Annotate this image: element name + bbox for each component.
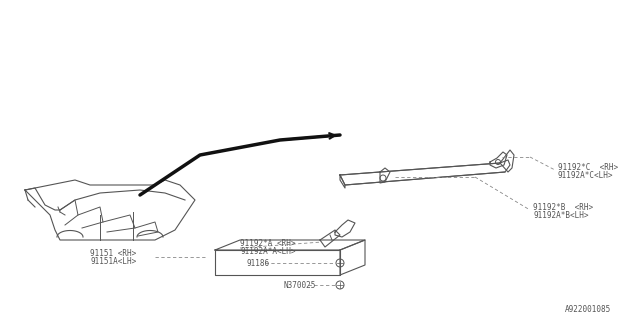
Text: N370025: N370025: [283, 281, 316, 290]
Text: 91192A*A<LH>: 91192A*A<LH>: [240, 246, 296, 255]
Text: A922001085: A922001085: [565, 306, 611, 315]
Text: 91192*C  <RH>: 91192*C <RH>: [558, 163, 618, 172]
Text: 91151 <RH>: 91151 <RH>: [90, 249, 136, 258]
Text: 91186: 91186: [246, 259, 269, 268]
Text: 91192A*C<LH>: 91192A*C<LH>: [558, 171, 614, 180]
Text: 91192*B  <RH>: 91192*B <RH>: [533, 203, 593, 212]
Text: 91151A<LH>: 91151A<LH>: [90, 257, 136, 266]
Text: 91192*A <RH>: 91192*A <RH>: [240, 239, 296, 249]
Text: 91192A*B<LH>: 91192A*B<LH>: [533, 211, 589, 220]
